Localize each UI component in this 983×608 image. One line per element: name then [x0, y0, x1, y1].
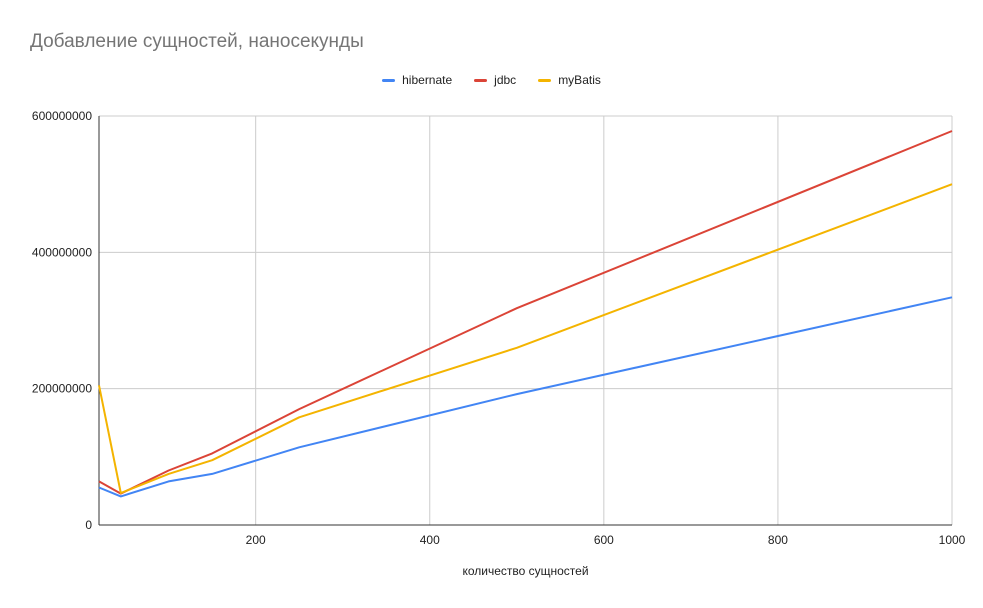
- legend-label-jdbc: jdbc: [494, 73, 517, 87]
- x-tick-label: 800: [768, 533, 788, 547]
- y-tick-label: 600000000: [32, 109, 92, 123]
- series-line-jdbc: [98, 130, 953, 495]
- legend-item-jdbc[interactable]: jdbc: [474, 73, 516, 87]
- legend-swatch-hibernate: [382, 78, 396, 82]
- x-tick-label: 200: [246, 533, 266, 547]
- legend-item-mybatis[interactable]: myBatis: [538, 73, 601, 87]
- legend: hibernate jdbc myBatis: [0, 73, 983, 87]
- chart-title: Добавление сущностей, наносекунды: [30, 31, 364, 52]
- series-line-mybatis: [98, 183, 953, 494]
- x-tick-label: 1000: [939, 533, 966, 547]
- legend-label-hibernate: hibernate: [402, 73, 453, 87]
- x-tick-label: 400: [420, 533, 440, 547]
- legend-swatch-jdbc: [474, 78, 488, 82]
- y-tick-label: 0: [85, 518, 92, 532]
- x-axis-title: количество сущностей: [462, 564, 589, 578]
- legend-item-hibernate[interactable]: hibernate: [382, 73, 452, 87]
- legend-label-mybatis: myBatis: [558, 73, 601, 87]
- y-tick-label: 200000000: [32, 382, 92, 396]
- x-tick-label: 600: [594, 533, 614, 547]
- y-tick-label: 400000000: [32, 245, 92, 259]
- series-line-hibernate: [98, 296, 953, 498]
- legend-swatch-mybatis: [538, 78, 552, 82]
